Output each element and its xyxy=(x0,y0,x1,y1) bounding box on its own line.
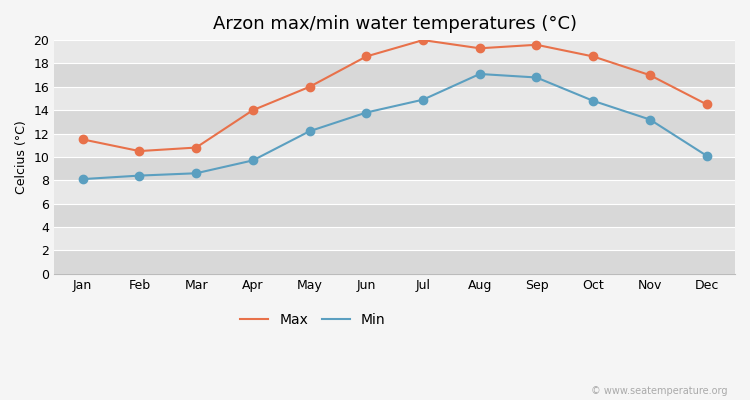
Bar xyxy=(54,110,735,134)
Bar xyxy=(54,64,735,87)
Legend: Max, Min: Max, Min xyxy=(235,307,391,332)
Line: Max: Max xyxy=(79,36,711,155)
Min xyxy=(419,97,428,102)
Max xyxy=(702,102,711,107)
Max xyxy=(419,38,428,42)
Max xyxy=(135,149,144,154)
Bar xyxy=(54,204,735,227)
Min xyxy=(532,75,541,80)
Max xyxy=(589,54,598,59)
Max xyxy=(532,42,541,47)
Min xyxy=(362,110,370,115)
Bar xyxy=(54,40,735,64)
Max xyxy=(646,73,655,78)
Min xyxy=(248,158,257,163)
Min xyxy=(78,177,87,182)
Line: Min: Min xyxy=(79,70,711,183)
Bar xyxy=(54,87,735,110)
Bar xyxy=(54,134,735,157)
Min xyxy=(646,117,655,122)
Max xyxy=(78,137,87,142)
Min xyxy=(702,153,711,158)
Bar xyxy=(54,227,735,250)
Max xyxy=(191,145,200,150)
Max xyxy=(305,84,314,89)
Title: Arzon max/min water temperatures (°C): Arzon max/min water temperatures (°C) xyxy=(213,15,577,33)
Bar xyxy=(54,157,735,180)
Min xyxy=(305,129,314,134)
Min xyxy=(476,72,484,76)
Min xyxy=(135,173,144,178)
Min xyxy=(589,98,598,103)
Min xyxy=(191,171,200,176)
Bar xyxy=(54,250,735,274)
Max xyxy=(362,54,370,59)
Bar xyxy=(54,180,735,204)
Y-axis label: Celcius (°C): Celcius (°C) xyxy=(15,120,28,194)
Max xyxy=(248,108,257,112)
Text: © www.seatemperature.org: © www.seatemperature.org xyxy=(591,386,728,396)
Max xyxy=(476,46,484,51)
